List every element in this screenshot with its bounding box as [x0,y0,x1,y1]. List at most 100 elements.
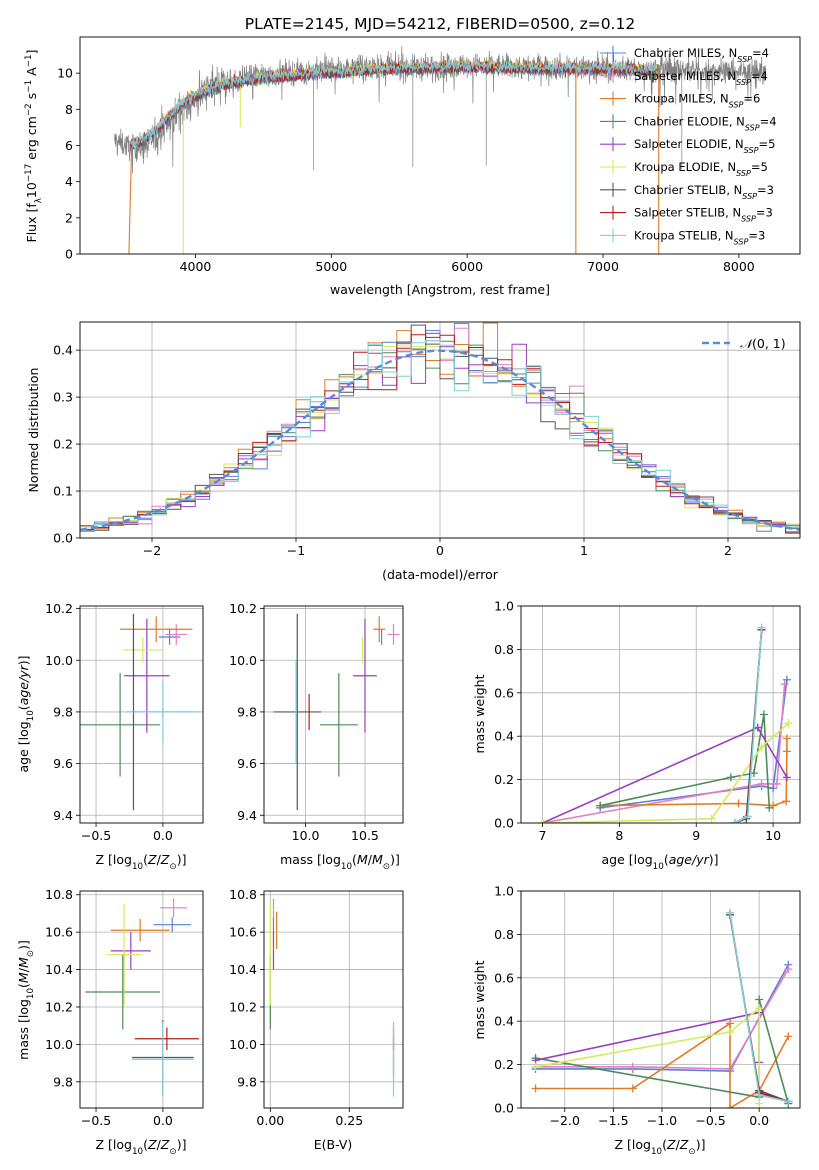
plot-area [538,623,793,823]
y-tick-label: 10.6 [229,925,257,940]
error-bar [272,917,275,933]
x-tick-label: 8 [615,828,623,843]
label-part: 10 [132,862,143,872]
weight-marker [759,710,768,719]
label-part: ( [143,852,148,867]
label-part: 10 [26,988,36,999]
x-tick-label: 0.00 [256,1113,284,1128]
y-tick-label: 9.8 [53,704,73,719]
x-tick-label: −1.0 [647,1113,677,1128]
label-part: ⊙ [383,862,390,872]
y-tick-label: 0.1 [53,484,73,499]
label-part: Z [log [96,1137,132,1152]
axes-frame [79,321,801,539]
error-bar [269,904,271,1006]
x-axis-label: Z [log10(Z/Z⊙)] [615,1137,706,1157]
error-bar [134,1027,199,1051]
label-part: )] [16,940,31,950]
x-tick-label: 1 [580,543,588,558]
x-tick-label: −1.5 [598,1113,628,1128]
weight-marker [743,812,752,821]
error-bar [80,673,161,777]
label-part: / [157,1137,162,1152]
y-tick-label: 9.6 [237,756,257,771]
y-axis-label: Normed distribution [26,368,41,493]
label-part: M [357,852,368,867]
weight-marker [755,995,764,1004]
label-part: Normed distribution [26,368,41,493]
weight-line [535,1021,790,1108]
legend-label: Salpeter ELODIE, NSSP=5 [634,137,775,155]
x-tick-label: −2 [143,543,161,558]
legend: Chabrier MILES, NSSP=4 Salpeter MILES, NS… [600,46,777,246]
weight-marker [628,1062,637,1071]
axes-frame [79,36,801,255]
axes-frame [520,605,801,824]
x-tick-label: 8000 [723,259,755,274]
weight-marker [734,799,743,808]
legend-label: Salpeter MILES, NSSP=4 [634,69,768,87]
y-tick-label: 9.8 [237,1074,257,1089]
axes-frame [263,605,404,824]
label-part: A [24,67,39,80]
legend-subscript: SSP [729,100,744,109]
error-bar [276,911,278,949]
plot-area [80,613,201,811]
weight-marker [757,779,766,788]
label-part: )] [16,655,31,665]
legend: 𝒩(0, 1) [702,336,786,351]
label-part: ( [16,705,31,710]
weight-marker [784,1032,793,1041]
legend-count: =3 [756,206,773,220]
y-tick-label: 0.4 [53,343,73,358]
histogram-step [80,334,800,534]
plot-area [113,46,767,254]
x-tick-label: −0.5 [81,1113,111,1128]
weight-marker [780,680,789,689]
x-tick-label: 10 [765,828,781,843]
label-part: ⊙ [688,1147,695,1157]
weight-marker [757,623,766,632]
y-tick-label: 2 [65,210,73,225]
weight-marker [765,803,774,812]
weight-marker [596,801,605,810]
plot-area [80,322,800,534]
label-part: 10 [24,182,39,198]
error-bar [392,1021,395,1097]
axes-residual-histogram: −2 −1 0 1 2 0.0 0.1 0.2 0.3 0.4 (data-model)/error… [26,321,801,582]
legend-subscript: SSP [737,55,752,64]
error-bar [132,1021,194,1097]
weight-marker [769,784,778,793]
label-part: ] [24,50,39,55]
legend-subscript: SSP [734,237,749,246]
label-part: Z [log [615,1137,651,1152]
label-part: )] [390,852,400,867]
model-edge [182,85,241,254]
histogram-step [80,324,800,533]
error-bar [353,618,377,733]
error-bar [160,898,187,918]
label-part: / [16,967,31,972]
y-tick-label: 9.4 [53,808,73,823]
weight-marker [772,779,781,788]
label-part: age [log [16,721,31,772]
axes-frame [79,605,204,824]
weight-marker [730,819,739,823]
weight-marker [531,1062,540,1071]
weight-line [542,684,786,823]
error-bar [373,616,386,643]
legend-subscript: SSP [744,146,759,155]
label-part: mass [log [280,852,341,867]
legend-subscript: SSP [745,123,760,132]
weight-marker [707,814,716,823]
x-tick-label: 0.0 [153,1113,173,1128]
error-bar [295,660,297,764]
x-tick-label: 7000 [587,259,619,274]
label-part: −1 [24,80,34,93]
weight-marker [755,1099,764,1108]
weight-marker [784,1097,793,1106]
legend-label: Salpeter STELIB, NSSP=3 [634,206,773,224]
legend-label: Kroupa MILES, NSSP=6 [634,92,760,110]
legend-subscript: SSP [741,214,756,223]
